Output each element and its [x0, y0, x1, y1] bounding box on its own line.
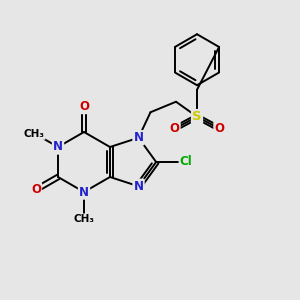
- Text: S: S: [192, 110, 202, 123]
- Text: O: O: [79, 100, 89, 113]
- Text: O: O: [214, 122, 224, 135]
- Text: O: O: [31, 183, 41, 196]
- Text: O: O: [169, 122, 179, 135]
- Text: Cl: Cl: [180, 155, 193, 169]
- Text: N: N: [134, 131, 143, 144]
- Text: CH₃: CH₃: [24, 129, 45, 139]
- Text: CH₃: CH₃: [74, 214, 94, 224]
- Text: N: N: [53, 140, 63, 154]
- Text: N: N: [79, 185, 89, 199]
- Text: N: N: [134, 180, 143, 193]
